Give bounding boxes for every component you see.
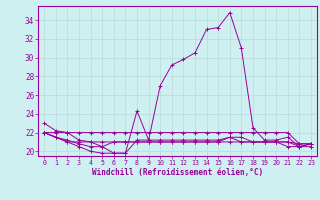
X-axis label: Windchill (Refroidissement éolien,°C): Windchill (Refroidissement éolien,°C): [92, 168, 263, 177]
